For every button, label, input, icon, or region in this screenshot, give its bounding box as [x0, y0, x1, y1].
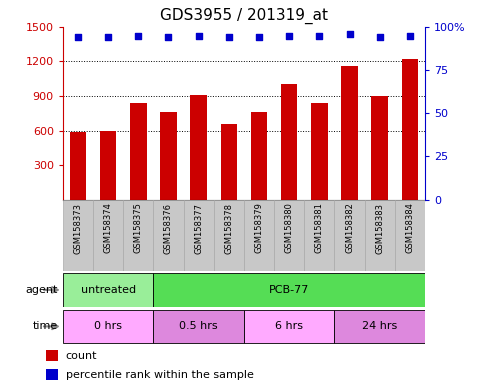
Bar [93, 200, 123, 271]
Bar [334, 310, 425, 343]
Bar [63, 273, 154, 306]
Text: GSM158384: GSM158384 [405, 202, 414, 253]
Text: GSM158373: GSM158373 [73, 202, 83, 253]
Text: time: time [33, 321, 58, 331]
Point [195, 33, 202, 39]
Bar [63, 310, 154, 343]
Point [225, 34, 233, 40]
Point [134, 33, 142, 39]
Point [315, 33, 323, 39]
Bar [190, 95, 207, 200]
Text: GSM158381: GSM158381 [315, 202, 324, 253]
Bar [274, 200, 304, 271]
Point [346, 31, 354, 37]
Bar [341, 66, 358, 200]
Text: GSM158379: GSM158379 [255, 202, 264, 253]
Text: untreated: untreated [81, 285, 136, 295]
Bar [160, 112, 177, 200]
Bar [63, 200, 93, 271]
Bar [395, 200, 425, 271]
Bar [311, 103, 327, 200]
Bar [251, 112, 267, 200]
Bar [371, 96, 388, 200]
Text: GSM158376: GSM158376 [164, 202, 173, 253]
Bar [304, 200, 334, 271]
Bar [154, 310, 244, 343]
Text: GSM158377: GSM158377 [194, 202, 203, 253]
Point [255, 34, 263, 40]
Bar [46, 369, 58, 380]
Bar [100, 131, 116, 200]
Bar [402, 59, 418, 200]
Text: percentile rank within the sample: percentile rank within the sample [66, 370, 254, 380]
Text: GSM158383: GSM158383 [375, 202, 384, 253]
Text: GSM158378: GSM158378 [224, 202, 233, 253]
Text: GSM158382: GSM158382 [345, 202, 354, 253]
Bar [154, 200, 184, 271]
Title: GDS3955 / 201319_at: GDS3955 / 201319_at [160, 8, 328, 24]
Bar [184, 200, 213, 271]
Bar [213, 200, 244, 271]
Point [406, 33, 414, 39]
Text: 6 hrs: 6 hrs [275, 321, 303, 331]
Text: count: count [66, 351, 97, 361]
Point [165, 34, 172, 40]
Bar [154, 273, 425, 306]
Text: 0.5 hrs: 0.5 hrs [179, 321, 218, 331]
Bar [244, 310, 334, 343]
Text: GSM158374: GSM158374 [103, 202, 113, 253]
Bar [221, 124, 237, 200]
Bar [281, 84, 298, 200]
Bar [334, 200, 365, 271]
Text: agent: agent [26, 285, 58, 295]
Bar [244, 200, 274, 271]
Text: GSM158375: GSM158375 [134, 202, 143, 253]
Text: 0 hrs: 0 hrs [94, 321, 122, 331]
Text: 24 hrs: 24 hrs [362, 321, 398, 331]
Bar [130, 103, 146, 200]
Point [376, 34, 384, 40]
Bar [70, 132, 86, 200]
Bar [365, 200, 395, 271]
Text: GSM158380: GSM158380 [284, 202, 294, 253]
Point [74, 34, 82, 40]
Point [104, 34, 112, 40]
Bar [46, 350, 58, 361]
Bar [123, 200, 154, 271]
Text: PCB-77: PCB-77 [269, 285, 310, 295]
Point [285, 33, 293, 39]
